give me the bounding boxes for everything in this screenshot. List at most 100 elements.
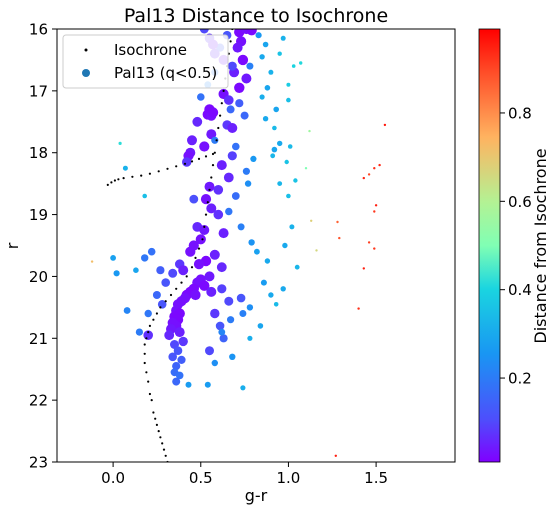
pal13-point [263,116,268,121]
pal13-point [206,287,216,297]
isochrone-point [180,282,182,284]
pal13-point [246,63,253,70]
isochrone-point [165,300,167,302]
y-tick-label: 19 [29,206,48,224]
pal13-point [274,302,279,307]
colorbar: 0.2 0.4 0.6 0.8 Distance from Isochrone [479,29,550,462]
pal13-point [217,284,226,293]
isochrone-point [131,176,133,178]
isochrone-point [144,343,146,345]
pal13-point [119,142,122,145]
pal13-point [161,278,170,287]
pal13-point [133,267,139,273]
pal13-point [220,334,228,342]
pal13-point [235,99,243,107]
pal13-point [190,290,200,300]
pal13-point [217,262,227,272]
pal13-point [315,249,317,251]
pal13-point [286,194,291,199]
pal13-point [178,265,188,275]
pal13-point [308,130,310,132]
colorbar-gradient [479,29,500,462]
pal13-point [363,177,365,179]
pal13-point [224,95,234,105]
pal13-point [205,271,215,281]
isochrone-point [156,312,158,314]
isochrone-point [191,160,193,162]
pal13-point [357,307,359,309]
x-tick-label: 0.0 [101,469,125,487]
pal13-point [156,266,164,274]
pal13-point [228,151,237,160]
isochrone-point [212,164,214,166]
pal13-point [229,354,235,360]
pal13-point [179,337,188,346]
pal13-point [289,224,294,229]
pal13-point [197,93,205,101]
pal13-point [224,173,234,183]
isochrone-point [145,371,147,373]
pal13-point [214,210,224,220]
pal13-point [292,64,296,68]
isochrone-point [145,337,147,339]
isochrone-point [175,165,177,167]
pal13-point [123,166,128,171]
isochrone-point [184,163,186,165]
isochrone-point [117,178,119,180]
isochrone-point [198,158,200,160]
x-axis: 0.0 0.5 1.0 1.5 [101,462,388,487]
isochrone-point [216,139,218,141]
pal13-point [265,85,271,91]
pal13-point [363,267,365,269]
isochrone-point [158,170,160,172]
legend-pal13-label: Pal13 (q<0.5) [114,64,217,82]
isochrone-point [156,424,158,426]
pal13-point [214,185,224,195]
pal13-point [277,141,282,146]
pal13-point [243,168,250,175]
pal13-point [247,304,253,310]
isochrone-point [144,362,146,364]
isochrone-point [154,418,156,420]
x-axis-label: g-r [245,486,268,505]
pal13-point [186,382,192,388]
isochrone-point [159,306,161,308]
pal13-point [373,167,375,169]
y-tick-label: 20 [29,268,48,286]
pal13-point [268,292,273,297]
pal13-point [265,258,270,263]
pal13-point [168,269,177,278]
chart-title: Pal13 Distance to Isochrone [124,5,388,27]
pal13-point [233,43,243,53]
isochrone-point [221,102,223,104]
pal13-point [310,220,312,222]
pal13-point [199,141,209,151]
pal13-point [278,52,282,56]
pal13-point [241,74,251,84]
pal13-point [281,36,286,41]
isochrone-point [147,331,149,333]
pal13-point [272,147,278,153]
pal13-point [261,280,267,286]
y-tick-label: 22 [29,392,48,410]
isochrone-point [214,152,216,154]
pal13-point [227,123,237,133]
pal13-point [224,297,233,306]
isochrone-point [198,248,200,250]
pal13-point [245,180,251,186]
colorbar-tick-label: 0.8 [508,104,532,122]
y-tick-label: 21 [29,330,48,348]
isochrone-point [107,184,109,186]
pal13-point [268,70,273,75]
pal13-point [272,126,277,131]
pal13-point [256,32,262,38]
colorbar-label: Distance from Isochrone [531,148,550,343]
y-tick-label: 18 [29,144,48,162]
isochrone-point [205,155,207,157]
pal13-point [258,323,264,329]
pal13-point [368,173,370,175]
pal13-point [238,223,245,230]
pal13-point [288,144,293,149]
pal13-point [91,260,93,262]
isochrone-point [161,442,163,444]
